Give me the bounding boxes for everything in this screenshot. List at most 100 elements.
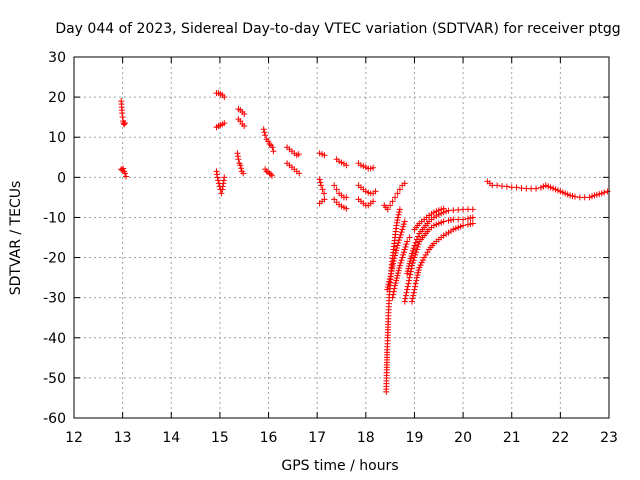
data-point [122, 120, 129, 127]
series-seg-13-high [118, 98, 129, 128]
data-point [399, 226, 406, 233]
data-point [571, 193, 578, 200]
data-point [402, 243, 409, 250]
data-point [266, 141, 273, 148]
data-point [395, 270, 402, 277]
data-point [407, 255, 414, 262]
x-tick-label: 21 [503, 430, 521, 446]
series-seg-13-low [118, 165, 130, 180]
data-point [404, 286, 411, 293]
series-seg-15-low [213, 168, 228, 197]
data-point [411, 286, 418, 293]
series-seg-18.5-b [384, 218, 408, 293]
data-point [413, 236, 420, 243]
x-tick-label: 20 [454, 430, 472, 446]
data-point [395, 211, 402, 218]
data-point [395, 267, 402, 274]
data-point [221, 120, 228, 127]
data-point [409, 250, 416, 257]
data-point [393, 247, 400, 254]
data-point [400, 249, 407, 256]
data-point [386, 278, 393, 285]
data-point [265, 138, 272, 145]
data-point [414, 272, 421, 279]
data-point [394, 214, 401, 221]
data-point [370, 198, 377, 205]
y-tick-label: -30 [43, 291, 66, 307]
series-seg-19-b [404, 206, 476, 277]
series-seg-17.8-a [355, 160, 377, 172]
data-points [118, 90, 611, 395]
x-tick-label: 18 [357, 430, 375, 446]
data-point [268, 172, 275, 179]
data-point [410, 289, 417, 296]
series-seg-19-d [411, 205, 447, 233]
data-point [393, 245, 400, 252]
data-point [394, 272, 401, 279]
data-point [404, 238, 411, 245]
data-point [513, 184, 520, 191]
data-point [419, 257, 426, 264]
data-point [295, 151, 302, 158]
data-point [400, 251, 407, 258]
y-axis-label: SDTVAR / TECUs [8, 181, 24, 296]
data-point [401, 246, 408, 253]
data-point [401, 180, 408, 187]
data-point [460, 216, 467, 223]
data-point [469, 206, 476, 213]
data-point [384, 286, 391, 293]
data-point [402, 292, 409, 299]
x-axis-label: GPS time / hours [281, 458, 398, 474]
data-point [415, 267, 422, 274]
x-tick-label: 13 [114, 430, 132, 446]
series-seg-15.4-low [234, 150, 247, 177]
data-point [396, 237, 403, 244]
data-point [533, 185, 540, 192]
data-point [392, 194, 398, 201]
data-point [503, 183, 510, 190]
data-point [392, 252, 398, 259]
data-point [389, 294, 396, 301]
series-seg-19-a [401, 214, 476, 305]
data-point [412, 251, 419, 258]
data-point [237, 162, 244, 169]
series-seg-20.5-23 [484, 178, 611, 201]
series-seg-17-c [316, 196, 328, 207]
data-point [120, 165, 127, 172]
data-point [410, 292, 417, 299]
data-point [401, 218, 408, 225]
data-point [392, 282, 398, 289]
y-tick-label: 10 [48, 130, 66, 146]
data-point [390, 257, 397, 264]
data-point [460, 222, 467, 229]
x-tick-label: 16 [260, 430, 278, 446]
data-point [415, 233, 422, 240]
data-point [407, 268, 414, 275]
data-point [331, 182, 338, 189]
series-seg-15.4-top [235, 106, 248, 117]
data-point [270, 148, 277, 155]
data-point [391, 255, 398, 262]
data-point [396, 206, 403, 213]
data-point [411, 242, 418, 249]
series-seg-18.5-c [389, 234, 413, 301]
data-point [390, 291, 397, 298]
data-point [392, 280, 399, 287]
data-point [397, 259, 404, 266]
data-point [396, 234, 403, 241]
series-seg-17.5-b [331, 182, 350, 201]
data-point [406, 274, 413, 281]
x-tick-label: 14 [162, 430, 180, 446]
axis-ticks: 12 13 14 15 16 17 18 19 20 21 22 23 -60 -50 -40 -30 -20 -… [43, 50, 618, 446]
series-seg-17-a [316, 150, 328, 159]
data-point [409, 295, 416, 302]
data-point [402, 295, 409, 302]
data-point [401, 298, 408, 305]
data-point [392, 250, 399, 257]
data-point [410, 245, 417, 252]
x-tick-label: 17 [308, 430, 326, 446]
data-point [321, 152, 328, 159]
y-tick-label: 30 [48, 50, 66, 66]
series-seg-15-mid [213, 120, 228, 131]
